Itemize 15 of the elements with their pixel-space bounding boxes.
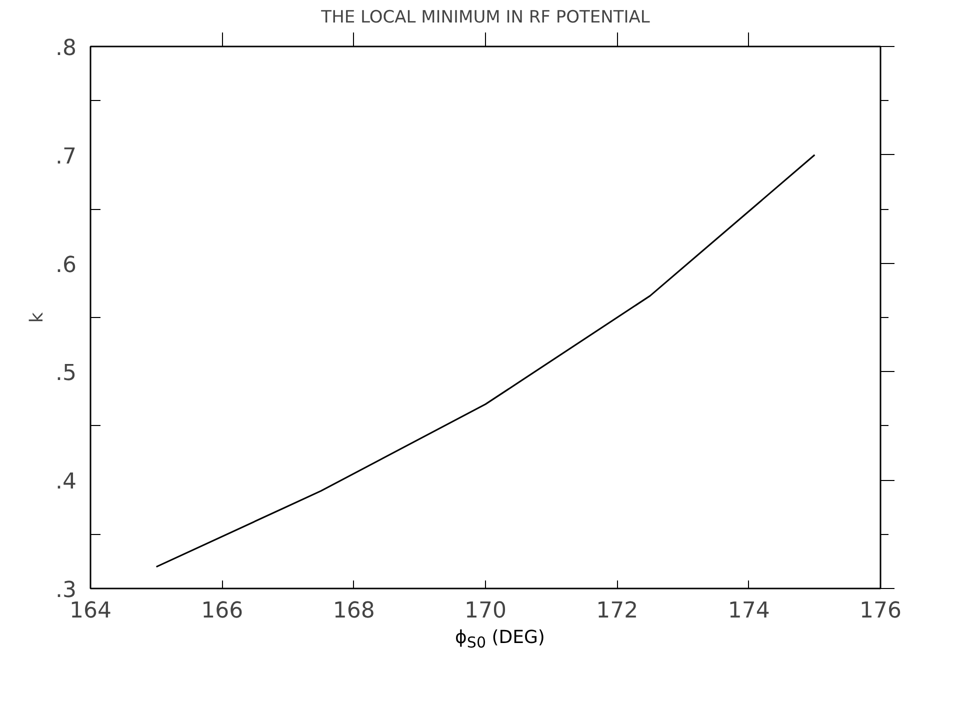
x-tick-label: 166 — [201, 598, 244, 624]
line-series — [156, 154, 816, 568]
y-tick-label: .8 — [56, 36, 77, 61]
y-tick-label: .6 — [56, 252, 77, 278]
y-tick-label: .5 — [56, 361, 77, 386]
x-tick-label: 176 — [860, 598, 902, 624]
x-axis-title: ϕ$_{S0}$ (DEG) — [454, 626, 546, 654]
y-axis-title: k — [26, 312, 48, 323]
x-tick-label: 168 — [332, 598, 375, 624]
y-tick-label: .7 — [56, 144, 77, 170]
x-tick-label: 170 — [464, 598, 507, 624]
chart-title: THE LOCAL MINIMUM IN RF POTENTIAL — [320, 8, 650, 28]
x-tick-label: 172 — [596, 598, 638, 624]
x-tick-label: 174 — [728, 598, 770, 624]
y-tick-label: .4 — [56, 470, 77, 495]
